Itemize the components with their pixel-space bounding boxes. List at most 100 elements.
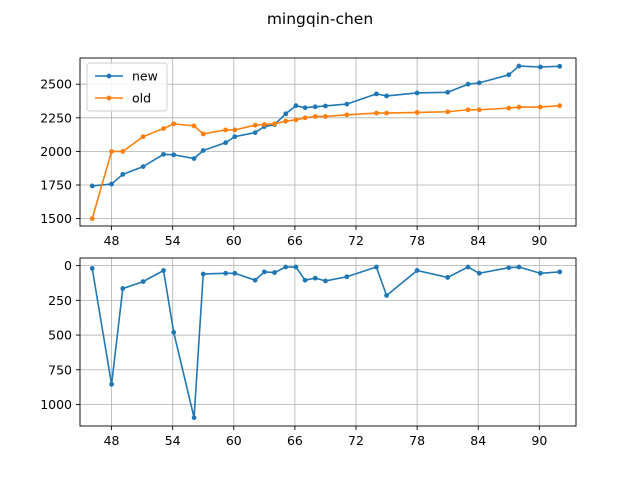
data-point <box>283 264 289 270</box>
data-point <box>373 264 379 270</box>
data-point <box>191 415 197 421</box>
data-point <box>445 109 451 115</box>
data-point <box>414 110 420 115</box>
x-tick-label: 84 <box>470 233 486 248</box>
y-tick-label: 0 <box>64 258 72 273</box>
y-tick-label: 250 <box>48 293 72 308</box>
data-point <box>323 278 328 284</box>
y-tick-label: 1000 <box>40 397 72 412</box>
x-tick-label: 72 <box>348 233 364 248</box>
data-point <box>537 104 543 110</box>
data-point <box>252 130 258 135</box>
data-point <box>161 268 166 273</box>
data-point <box>323 114 328 119</box>
data-point <box>261 269 267 275</box>
data-point <box>293 264 299 270</box>
x-tick-label: 90 <box>531 233 547 248</box>
data-point <box>140 279 146 285</box>
bottom-chart-panel: 48 54 60 66 72 78 84 90 0 250 500 750 1000 <box>40 257 577 448</box>
y-tick-label: 2500 <box>40 77 72 92</box>
y-tick-label: 1750 <box>40 178 72 193</box>
data-point <box>109 181 114 187</box>
x-tick-label: 84 <box>470 433 486 448</box>
data-point <box>261 122 267 127</box>
data-point <box>516 264 522 270</box>
x-tick-label: 54 <box>165 233 181 248</box>
data-point <box>223 270 229 276</box>
data-point <box>120 149 126 154</box>
y-tick-label: 2250 <box>40 110 72 125</box>
data-point <box>89 216 95 222</box>
data-point <box>302 277 308 283</box>
data-point <box>476 80 482 86</box>
data-point <box>344 274 350 280</box>
data-point <box>302 105 308 111</box>
y-tick-label: 750 <box>48 362 72 377</box>
data-point <box>283 111 289 117</box>
x-tick-label: 54 <box>165 433 181 448</box>
data-point <box>232 270 238 276</box>
x-tick-label: 48 <box>104 233 120 248</box>
data-point <box>302 115 308 121</box>
data-point <box>232 127 238 133</box>
legend-marker <box>106 95 112 101</box>
data-point <box>200 131 206 137</box>
data-point <box>283 118 289 124</box>
data-point <box>171 152 177 158</box>
data-point <box>109 381 114 387</box>
x-tick-label: 60 <box>226 233 242 248</box>
data-point <box>373 110 379 116</box>
series-line-old <box>91 104 560 219</box>
data-point <box>537 64 543 70</box>
data-point <box>140 164 146 169</box>
x-tick-label: 78 <box>409 433 425 448</box>
data-point <box>384 110 389 116</box>
data-point <box>312 275 318 281</box>
legend-label: new <box>132 69 158 84</box>
data-point <box>140 134 146 140</box>
x-tick-label: 66 <box>287 233 303 248</box>
legend-label: old <box>132 91 151 106</box>
data-point <box>293 117 299 123</box>
data-point <box>200 271 206 277</box>
y-tick-label: 2000 <box>40 144 72 159</box>
data-point <box>506 105 512 111</box>
data-point <box>232 134 238 140</box>
x-tick-label: 60 <box>226 433 242 448</box>
data-point <box>557 269 563 275</box>
legend-marker <box>106 73 112 79</box>
data-point <box>89 266 95 271</box>
data-point <box>191 156 197 161</box>
x-tick-label: 78 <box>409 233 425 248</box>
data-point <box>120 286 126 291</box>
series-line-series <box>91 266 560 419</box>
data-point <box>223 140 229 146</box>
data-point <box>161 151 166 157</box>
data-point <box>414 268 420 273</box>
data-point <box>557 63 563 69</box>
legend: new old <box>86 62 168 112</box>
data-point <box>89 183 95 189</box>
data-point <box>506 72 512 78</box>
data-point <box>476 270 482 276</box>
data-point <box>465 81 471 87</box>
data-point <box>445 89 451 95</box>
data-point <box>171 329 177 335</box>
data-point <box>344 101 350 107</box>
axes-frame <box>79 57 577 227</box>
x-tick-label: 90 <box>531 433 547 448</box>
y-tick-label: 1500 <box>40 211 72 226</box>
data-point <box>384 93 389 99</box>
data-point <box>272 270 277 275</box>
data-point <box>384 293 389 298</box>
data-point <box>252 122 258 128</box>
data-point <box>109 149 114 154</box>
x-tick-label: 72 <box>348 433 364 448</box>
data-point <box>516 104 522 110</box>
data-point <box>465 264 471 270</box>
data-point <box>323 103 328 109</box>
data-point <box>506 265 512 271</box>
x-tick-label: 66 <box>287 433 303 448</box>
data-point <box>191 123 197 129</box>
data-point <box>445 275 451 280</box>
